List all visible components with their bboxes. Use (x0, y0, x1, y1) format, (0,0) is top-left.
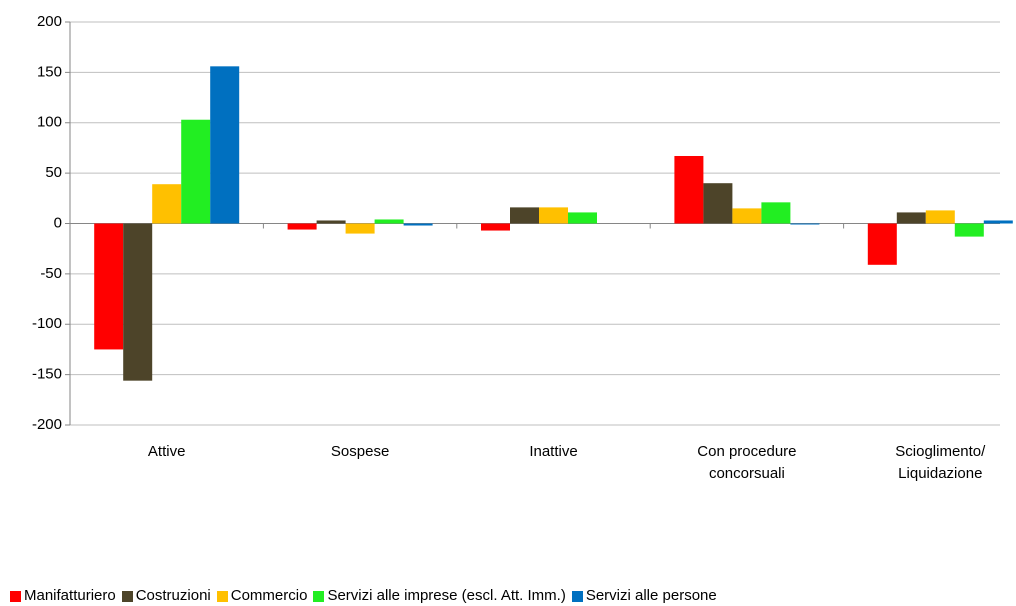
legend-swatch (571, 590, 583, 602)
x-tick-label: Inattive (529, 443, 578, 460)
bar (210, 66, 240, 224)
bar (703, 183, 733, 224)
bar (481, 223, 510, 231)
legend: Manifatturiero Costruzioni Commercio Serviz… (10, 586, 723, 606)
bar (345, 223, 375, 234)
bar (123, 223, 153, 381)
bar (94, 223, 124, 350)
bar (568, 212, 597, 224)
y-tick-label: 150 (37, 63, 62, 80)
y-tick-label: 50 (45, 164, 62, 181)
x-tick-label: Attive (147, 443, 186, 460)
y-tick-label: -100 (32, 315, 62, 332)
legend-item: Servizi alle imprese (escl. Att. Imm.) (313, 586, 566, 606)
legend-item: Servizi alle persone (571, 586, 717, 606)
legend-item: Costruzioni (121, 586, 211, 606)
bar (925, 210, 955, 224)
bar (181, 119, 211, 224)
x-tick-label: Con procedure concorsuali (697, 443, 797, 482)
bar (732, 208, 762, 224)
bar (983, 220, 1013, 224)
bar (316, 220, 346, 224)
legend-label: Servizi alle persone (585, 587, 717, 604)
y-tick-label: -150 (32, 366, 62, 383)
bar (539, 207, 568, 224)
bar (510, 207, 539, 224)
legend-item: Commercio (216, 586, 308, 606)
legend-swatch (121, 590, 133, 602)
legend-label: Manifatturiero (24, 587, 116, 604)
y-tick-label: 200 (37, 13, 62, 30)
bar (403, 223, 433, 226)
legend-swatch (10, 590, 21, 602)
y-tick-label: 100 (37, 114, 62, 131)
x-tick-label: Sospese (330, 443, 390, 460)
bar (287, 223, 317, 230)
y-tick-label: 0 (54, 214, 62, 231)
x-tick-label: Scioglimento/ Liquidazione (895, 443, 986, 482)
bar (867, 223, 897, 265)
legend-swatch (313, 590, 325, 602)
bar (374, 219, 404, 224)
legend-label: Commercio (230, 587, 308, 604)
legend-item: Manifatturiero (10, 586, 116, 606)
bar (152, 184, 182, 224)
y-tick-label: -50 (40, 265, 62, 282)
legend-label: Costruzioni (135, 587, 211, 604)
bar (674, 155, 704, 224)
bar (954, 223, 984, 237)
legend-swatch (216, 590, 228, 602)
bar (761, 202, 791, 224)
bar (896, 212, 926, 224)
y-tick-label: -200 (32, 416, 62, 433)
legend-label: Servizi alle imprese (escl. Att. Imm.) (327, 587, 566, 604)
bar (790, 223, 820, 225)
